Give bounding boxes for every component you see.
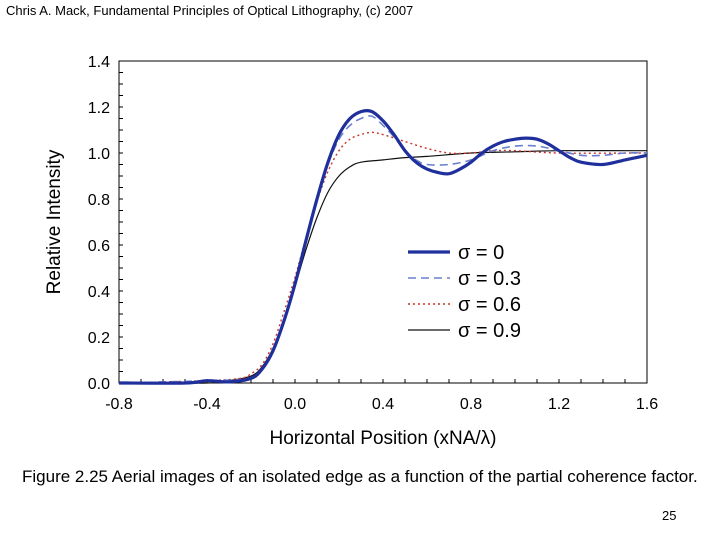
legend: σ = 0 σ = 0.3 σ = 0.6 σ = 0.9 xyxy=(408,242,521,342)
y-tick-label: 0.2 xyxy=(88,330,110,347)
legend-label-0: σ = 0 xyxy=(458,242,504,264)
y-tick-label: 1.2 xyxy=(88,100,110,117)
edge-intensity-chart: 1.4 1.2 1.0 0.8 0.6 0.4 0.2 0.0 -0.8 -0.4 0.0 0.4 0… xyxy=(44,54,658,449)
y-tick-label: 0.4 xyxy=(88,284,110,301)
y-axis-title: Relative Intensity xyxy=(44,149,65,294)
figure-caption: Figure 2.25 Aerial images of an isolated… xyxy=(22,467,698,486)
x-tick-label: -0.4 xyxy=(193,396,221,413)
x-tick-label: 0.8 xyxy=(460,396,482,413)
header-citation: Chris A. Mack, Fundamental Principles of… xyxy=(6,3,414,18)
y-tick-label: 1.0 xyxy=(88,146,110,163)
x-axis-title: Horizontal Position (xNA/λ) xyxy=(269,428,496,449)
page-number: 25 xyxy=(662,508,677,523)
series-line-0 xyxy=(118,109,648,385)
plot-frame xyxy=(118,60,648,384)
y-tick-label: 0.0 xyxy=(88,376,110,393)
y-tick-label: 0.6 xyxy=(88,238,110,255)
x-tick-label: 1.6 xyxy=(636,396,658,413)
x-tick-label: 0.0 xyxy=(284,396,306,413)
y-tick-label: 0.8 xyxy=(88,192,110,209)
y-tick-labels: 1.4 1.2 1.0 0.8 0.6 0.4 0.2 0.0 xyxy=(88,54,110,393)
legend-label-3: σ = 0.9 xyxy=(458,320,521,342)
y-tick-label: 1.4 xyxy=(88,54,110,71)
x-tick-label: -0.8 xyxy=(105,396,133,413)
x-tick-labels: -0.8 -0.4 0.0 0.4 0.8 1.2 1.6 xyxy=(105,396,658,413)
x-tick-label: 1.2 xyxy=(548,396,570,413)
data-series xyxy=(118,109,648,385)
x-tick-label: 0.4 xyxy=(372,396,394,413)
legend-label-1: σ = 0.3 xyxy=(458,268,521,290)
legend-label-2: σ = 0.6 xyxy=(458,294,521,316)
